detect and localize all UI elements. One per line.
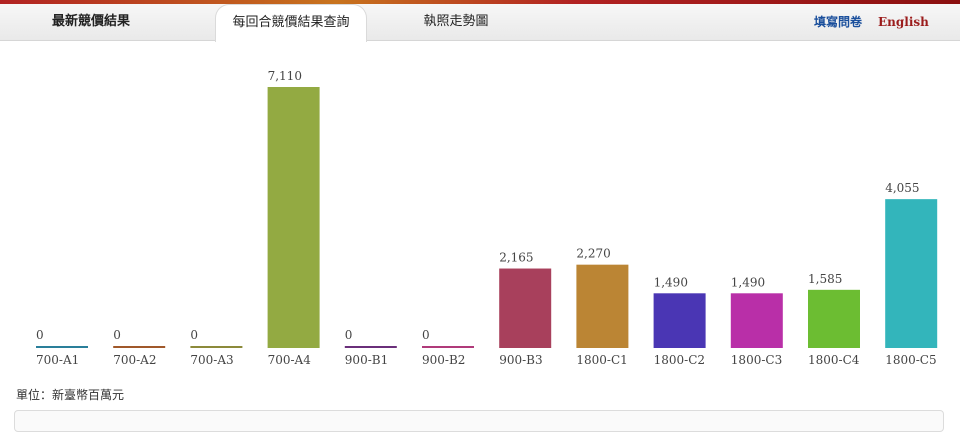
bar-1800-C1 — [576, 264, 629, 348]
bar-700-A3 — [190, 346, 243, 348]
bar-700-A4 — [267, 87, 320, 348]
bar-1800-C3 — [730, 293, 783, 348]
survey-link[interactable]: 填寫問卷 — [814, 15, 863, 29]
tick-label-1800-C2: 1800-C2 — [654, 353, 705, 367]
data-label-1800-C3: 1,490 — [731, 275, 765, 289]
header-bar: 最新競價結果 每回合競價結果查詢 執照走勢圖 — [0, 4, 960, 42]
data-label-700-A2: 0 — [113, 328, 121, 342]
tick-label-700-A1: 700-A1 — [36, 353, 79, 367]
tick-label-900-B2: 900-B2 — [422, 353, 465, 367]
data-label-700-A1: 0 — [36, 328, 44, 342]
bar-900-B2 — [422, 346, 474, 348]
tick-label-1800-C4: 1800-C4 — [808, 353, 860, 367]
bar-700-A2 — [113, 346, 166, 348]
tick-label-1800-C5: 1800-C5 — [885, 353, 936, 367]
unit-note: 單位：新臺幣百萬元 — [16, 388, 125, 402]
tick-label-900-B3: 900-B3 — [499, 353, 542, 367]
tick-label-700-A2: 700-A2 — [113, 353, 156, 367]
bar-1800-C4 — [808, 289, 860, 348]
tab-round-query[interactable]: 每回合競價結果查詢 — [215, 4, 367, 42]
bid-bar-chart: 0 700-A1 0 700-A2 0 700-A3 7,110 700-A4 0 900-B1 0… — [36, 69, 938, 367]
data-label-1800-C2: 1,490 — [654, 275, 688, 289]
tick-label-700-A3: 700-A3 — [190, 353, 233, 367]
tick-label-1800-C3: 1800-C3 — [731, 353, 782, 367]
top-decor-strip — [0, 0, 960, 4]
bottom-panel — [14, 410, 944, 432]
data-label-900-B2: 0 — [422, 328, 430, 342]
tick-label-700-A4: 700-A4 — [268, 353, 312, 367]
english-link[interactable]: English — [878, 15, 929, 29]
data-label-700-A3: 0 — [190, 328, 198, 342]
data-label-1800-C5: 4,055 — [885, 181, 919, 195]
tab-latest-results[interactable]: 最新競價結果 — [51, 14, 130, 29]
bar-1800-C2 — [653, 293, 706, 348]
data-label-1800-C1: 2,270 — [576, 247, 610, 261]
tick-label-1800-C1: 1800-C1 — [576, 353, 627, 367]
data-label-1800-C4: 1,585 — [808, 272, 842, 286]
bar-1800-C5 — [885, 199, 938, 348]
data-label-900-B3: 2,165 — [499, 251, 533, 265]
data-label-700-A4: 7,110 — [268, 69, 302, 83]
data-label-900-B1: 0 — [345, 328, 353, 342]
bar-900-B1 — [344, 346, 397, 348]
tab-license-trend[interactable]: 執照走勢圖 — [423, 14, 489, 29]
bar-900-B3 — [499, 268, 552, 348]
bar-700-A1 — [36, 346, 88, 348]
tick-label-900-B1: 900-B1 — [345, 353, 388, 367]
